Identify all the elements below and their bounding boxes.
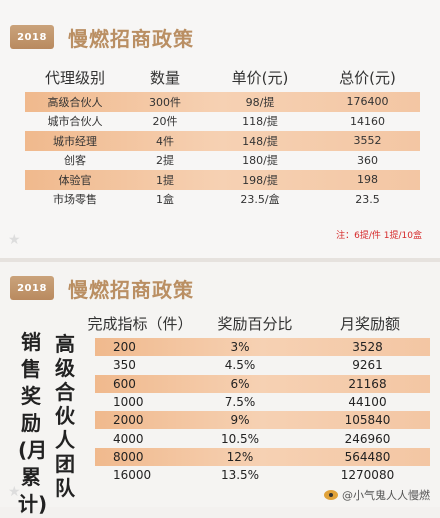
- cell-unit-price: 148/提: [242, 134, 278, 148]
- cell-percent: 13.5%: [220, 468, 260, 483]
- reward-table: 200 3% 3528 350 4.5% 9261 600 6% 21168 1000 7.5% 44…: [95, 338, 430, 484]
- cell-level: 城市经理: [53, 134, 97, 148]
- cell-amount: 44100: [348, 395, 387, 410]
- star-watermark-icon: ★: [8, 484, 21, 500]
- cell-amount: 3528: [352, 340, 383, 355]
- header-level: 代理级别: [44, 68, 105, 87]
- side-label-senior-partner-team: 高级合伙人团队: [55, 332, 75, 500]
- header-amount: 月奖励额: [339, 315, 400, 333]
- section1-title: 慢燃招商政策: [68, 26, 194, 51]
- header-target: 完成指标（件）: [87, 315, 193, 333]
- agent-price-table: 代理级别 数量 单价(元) 总价(元) 高级合伙人 300件 98/提 176400 城…: [25, 62, 420, 209]
- table-row: 城市经理 4件 148/提 3552: [25, 131, 420, 151]
- watermark-text: @小气鬼人人慢燃: [342, 489, 430, 502]
- table-row: 市场零售 1盒 23.5/盒 23.5: [25, 190, 420, 210]
- cell-target: 600: [113, 376, 136, 391]
- header-unit-price: 单价(元): [231, 68, 289, 87]
- cell-target: 350: [113, 358, 136, 373]
- cell-percent: 12%: [226, 449, 254, 464]
- cell-total-price: 23.5: [355, 192, 380, 206]
- table-row: 创客 2提 180/提 360: [25, 151, 420, 171]
- cell-amount: 105840: [344, 413, 391, 428]
- cell-amount: 246960: [344, 431, 391, 446]
- reward-table-header: 完成指标（件） 奖励百分比 月奖励额: [80, 313, 430, 334]
- cell-total-price: 176400: [346, 95, 389, 109]
- policy-panel-1: [0, 0, 440, 258]
- header-percent: 奖励百分比: [217, 315, 293, 333]
- section-divider: [0, 258, 440, 262]
- weibo-watermark: @小气鬼人人慢燃: [324, 487, 430, 503]
- cell-level: 体验官: [58, 173, 92, 187]
- table-row: 高级合伙人 300件 98/提 176400: [25, 92, 420, 112]
- cell-level: 创客: [64, 154, 86, 168]
- cell-qty: 20件: [152, 115, 178, 129]
- table-row: 8000 12% 564480: [95, 447, 430, 467]
- table-row: 200 3% 3528: [95, 338, 430, 357]
- cell-unit-price: 118/提: [242, 115, 278, 129]
- cell-amount: 21168: [348, 376, 387, 391]
- cell-percent: 6%: [230, 376, 250, 391]
- cell-level: 高级合伙人: [47, 95, 103, 109]
- cell-qty: 2提: [156, 154, 174, 168]
- header-qty: 数量: [149, 68, 180, 87]
- table-header: 代理级别 数量 单价(元) 总价(元): [25, 62, 420, 92]
- cell-total-price: 198: [357, 173, 378, 187]
- cell-percent: 7.5%: [224, 395, 256, 410]
- cell-unit-price: 180/提: [242, 154, 278, 168]
- cell-qty: 1提: [156, 173, 174, 187]
- cell-level: 市场零售: [53, 193, 97, 207]
- cell-percent: 10.5%: [220, 431, 260, 446]
- section1-header: 2018 慢燃招商政策: [10, 24, 194, 51]
- cell-target: 2000: [113, 413, 144, 428]
- year-badge: 2018: [10, 25, 54, 49]
- cell-target: 200: [113, 340, 136, 355]
- year-badge: 2018: [10, 276, 54, 300]
- cell-target: 8000: [113, 449, 144, 464]
- cell-level: 城市合伙人: [47, 115, 103, 129]
- table-row: 16000 13.5% 1270080: [95, 466, 430, 484]
- section2-title: 慢燃招商政策: [68, 277, 194, 302]
- header-total-price: 总价(元): [339, 68, 396, 87]
- cell-target: 16000: [113, 468, 152, 483]
- cell-total-price: 360: [357, 153, 378, 167]
- section2-header: 2018 慢燃招商政策: [10, 275, 194, 302]
- cell-amount: 9261: [352, 358, 383, 373]
- table-row: 城市合伙人 20件 118/提 14160: [25, 112, 420, 132]
- table-row: 4000 10.5% 246960: [95, 429, 430, 447]
- cell-unit-price: 23.5/盒: [240, 193, 280, 207]
- cell-total-price: 14160: [350, 114, 385, 128]
- table-row: 600 6% 21168: [95, 374, 430, 393]
- table-row: 2000 9% 105840: [95, 411, 430, 430]
- cell-qty: 1盒: [156, 193, 174, 207]
- cell-unit-price: 98/提: [245, 95, 275, 109]
- cell-percent: 4.5%: [224, 358, 256, 373]
- side-label-sales-reward: 销售奖励(月累计): [18, 330, 48, 516]
- cell-percent: 3%: [230, 340, 250, 355]
- cell-qty: 300件: [149, 95, 181, 109]
- note-text: 注：6提/件 1提/10盒: [336, 231, 422, 241]
- cell-percent: 9%: [230, 413, 250, 428]
- cell-amount: 1270080: [340, 468, 395, 483]
- cell-total-price: 3552: [353, 134, 382, 148]
- table-row: 1000 7.5% 44100: [95, 393, 430, 411]
- cell-qty: 4件: [156, 134, 174, 148]
- table-row: 350 4.5% 9261: [95, 356, 430, 374]
- star-watermark-icon: ★: [8, 232, 21, 248]
- weibo-logo-icon: [324, 490, 338, 500]
- cell-unit-price: 198/提: [242, 173, 278, 187]
- cell-target: 1000: [113, 395, 144, 410]
- cell-target: 4000: [113, 431, 144, 446]
- table-row: 体验官 1提 198/提 198: [25, 170, 420, 190]
- cell-amount: 564480: [344, 449, 391, 464]
